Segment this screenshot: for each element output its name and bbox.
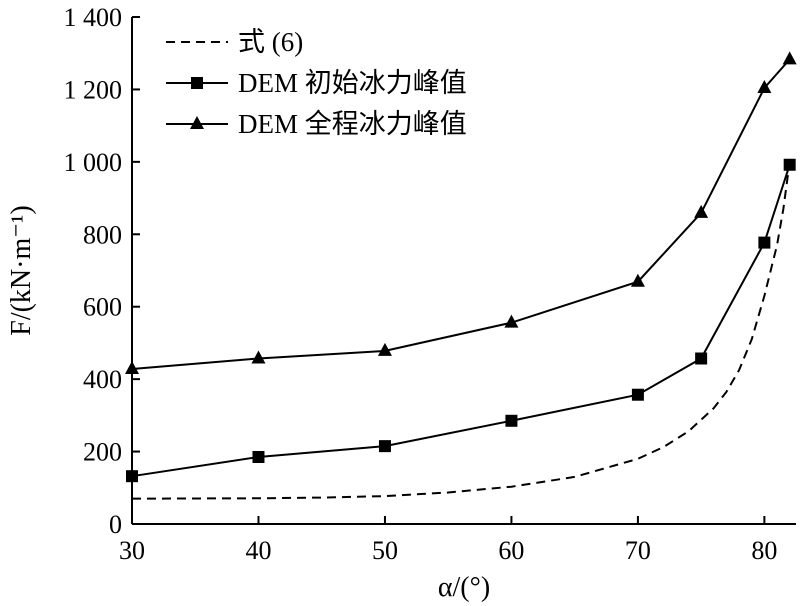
series-line	[131, 58, 791, 370]
y-tick-label: 600	[83, 293, 122, 322]
legend-item: DEM 全程冰力峰值	[166, 109, 467, 139]
x-tick-label: 30	[119, 536, 145, 565]
y-tick-label: 1 200	[64, 75, 123, 104]
square-marker	[758, 236, 771, 249]
triangle-marker	[630, 273, 645, 287]
y-tick-label: 800	[83, 220, 122, 249]
x-tick-label: 60	[498, 536, 524, 565]
legend-label: 式 (6)	[238, 27, 303, 57]
x-tick-label: 80	[751, 536, 777, 565]
triangle-marker	[757, 79, 772, 93]
legend-item: DEM 初始冰力峰值	[166, 68, 467, 98]
y-tick-label: 0	[109, 510, 122, 539]
series-layer	[125, 51, 797, 500]
x-tick-label: 40	[245, 536, 271, 565]
triangle-marker	[782, 51, 797, 65]
triangle-marker	[125, 361, 139, 375]
legend-item: 式 (6)	[166, 27, 303, 57]
y-tick-label: 1 000	[64, 148, 123, 177]
ticks: 0 200 400 600 800 1 000 1 200 1 400 30 40 50 60 70 80	[64, 3, 778, 565]
legend: 式 (6) DEM 初始冰力峰值 DEM 全程冰力峰值	[166, 27, 467, 139]
series-2	[126, 158, 796, 483]
y-tick-label: 400	[83, 365, 122, 394]
square-marker	[631, 388, 644, 401]
y-tick-label: 200	[83, 438, 122, 467]
triangle-marker	[694, 204, 709, 218]
axes	[131, 17, 796, 525]
triangle-marker	[190, 116, 204, 129]
series-1	[131, 161, 791, 500]
series-line	[131, 161, 791, 500]
square-marker	[695, 352, 708, 365]
x-tick-label: 50	[372, 536, 398, 565]
triangle-marker	[504, 314, 519, 328]
y-tick-label: 1 400	[64, 3, 123, 32]
square-marker	[252, 451, 265, 464]
triangle-marker	[251, 350, 266, 364]
series-line	[131, 164, 791, 478]
square-marker	[126, 470, 138, 483]
square-marker	[783, 158, 796, 171]
legend-label: DEM 初始冰力峰值	[238, 68, 467, 98]
triangle-marker	[377, 342, 392, 356]
legend-label: DEM 全程冰力峰值	[238, 109, 467, 139]
x-tick-label: 70	[625, 536, 651, 565]
y-axis-title: F/(kN·m⁻¹)	[6, 205, 37, 336]
square-marker	[378, 440, 391, 453]
x-axis-title: α/(°)	[438, 572, 490, 603]
square-marker	[191, 77, 203, 89]
square-marker	[505, 414, 518, 427]
series-3	[125, 51, 797, 375]
